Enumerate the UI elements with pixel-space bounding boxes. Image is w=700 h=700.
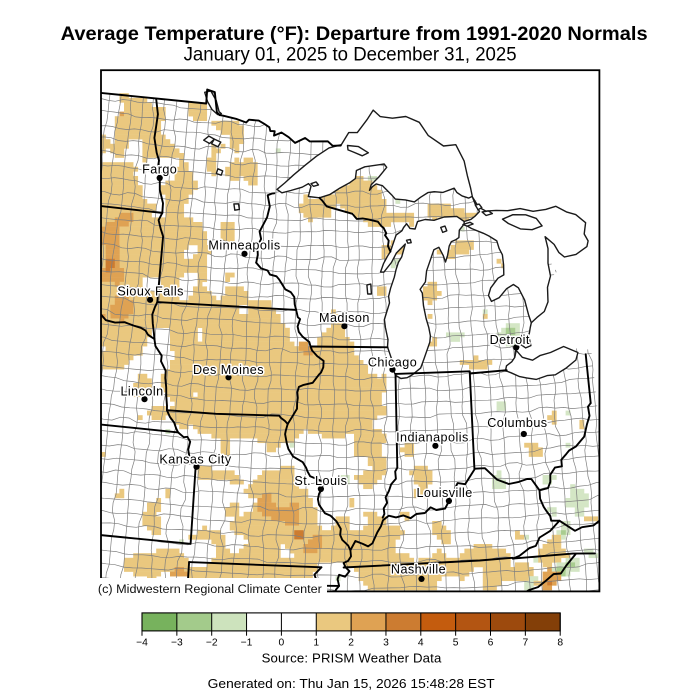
svg-text:−1: −1 — [241, 638, 253, 649]
svg-text:Source: PRISM Weather Data: Source: PRISM Weather Data — [262, 651, 442, 666]
svg-text:−3: −3 — [171, 638, 183, 649]
svg-text:Sioux Falls: Sioux Falls — [117, 284, 184, 298]
svg-text:Chicago: Chicago — [368, 356, 417, 370]
svg-text:2: 2 — [348, 638, 354, 649]
svg-text:Louisville: Louisville — [416, 486, 472, 500]
svg-text:Detroit: Detroit — [490, 333, 530, 347]
svg-text:6: 6 — [488, 638, 494, 649]
svg-text:8: 8 — [557, 638, 563, 649]
svg-text:Generated on: Thu Jan 15, 2026: Generated on: Thu Jan 15, 2026 15:48:28 … — [208, 676, 495, 691]
svg-text:January 01, 2025 to December 3: January 01, 2025 to December 31, 2025 — [184, 44, 517, 65]
svg-text:Kansas City: Kansas City — [159, 452, 231, 466]
svg-text:4: 4 — [418, 638, 424, 649]
svg-text:Minneapolis: Minneapolis — [208, 238, 280, 252]
svg-text:5: 5 — [453, 638, 459, 649]
svg-text:Des Moines: Des Moines — [193, 363, 264, 377]
svg-text:Indianapolis: Indianapolis — [396, 430, 469, 444]
svg-text:St. Louis: St. Louis — [294, 474, 347, 488]
svg-text:0: 0 — [279, 638, 285, 649]
svg-text:1: 1 — [313, 638, 319, 649]
svg-text:Madison: Madison — [319, 311, 370, 325]
svg-text:Average Temperature (°F): Depa: Average Temperature (°F): Departure from… — [61, 24, 648, 45]
svg-text:Nashville: Nashville — [391, 562, 446, 576]
svg-text:(c) Midwestern Regional Climat: (c) Midwestern Regional Climate Center — [98, 582, 322, 596]
svg-text:−4: −4 — [136, 638, 148, 649]
svg-text:Fargo: Fargo — [142, 163, 177, 177]
svg-text:Lincoln: Lincoln — [120, 385, 163, 399]
svg-text:Columbus: Columbus — [487, 416, 547, 430]
svg-text:−2: −2 — [206, 638, 218, 649]
svg-text:3: 3 — [383, 638, 389, 649]
svg-text:7: 7 — [522, 638, 528, 649]
